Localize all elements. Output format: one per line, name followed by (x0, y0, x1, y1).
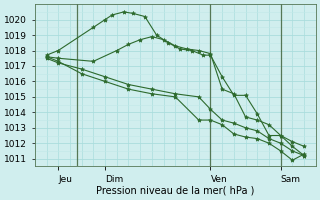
X-axis label: Pression niveau de la mer( hPa ): Pression niveau de la mer( hPa ) (96, 186, 254, 196)
